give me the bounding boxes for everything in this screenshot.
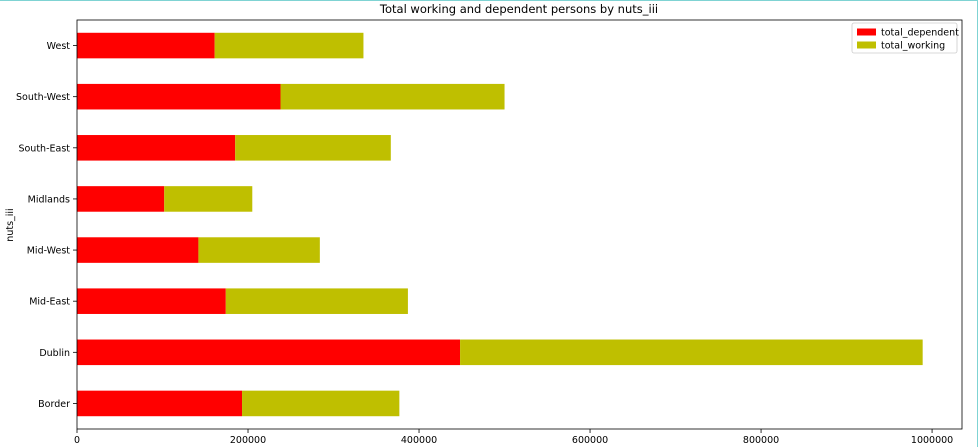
- bar-total-dependent-south-west: [77, 83, 281, 110]
- bar-total-working-south-east: [235, 135, 391, 161]
- y-tick-label: Midlands: [28, 194, 70, 205]
- bar-total-working-mid-west: [198, 237, 320, 263]
- x-tick-label: 200000: [230, 435, 266, 446]
- bar-total-dependent-mid-west: [77, 237, 199, 263]
- x-tick-label: 0: [74, 435, 80, 446]
- y-tick-label: West: [47, 41, 71, 52]
- chart-title: Total working and dependent persons by n…: [379, 2, 658, 16]
- x-tick-label: 800000: [743, 435, 779, 446]
- bar-total-working-midlands: [164, 186, 253, 212]
- y-axis-label: nuts_iii: [5, 208, 16, 241]
- legend-label-total-working: total_working: [881, 41, 945, 52]
- y-tick-label: Mid-East: [29, 297, 70, 308]
- plot-frame: [76, 19, 963, 430]
- bars-layer: [77, 32, 923, 417]
- legend-swatch-total-working: [857, 41, 876, 49]
- x-tick-label: 600000: [572, 435, 608, 446]
- x-tick-label: 1000000: [911, 435, 953, 446]
- bar-total-working-dublin: [460, 339, 923, 366]
- axes-layer: Border Dublin Mid-East Mid-West Midlands Sout…: [16, 19, 963, 446]
- bar-total-dependent-border: [77, 390, 243, 417]
- bar-total-working-south-west: [280, 83, 505, 110]
- y-tick-label: Border: [38, 399, 70, 410]
- bar-total-working-west: [214, 32, 364, 59]
- bar-total-dependent-midlands: [77, 186, 165, 212]
- y-tick-label: Dublin: [39, 348, 70, 359]
- y-tick-label: Mid-West: [27, 246, 71, 257]
- window-top-border: [0, 0, 978, 1]
- y-tick-label: South-East: [18, 143, 70, 154]
- bar-total-working-border: [242, 390, 400, 417]
- legend-swatch-total-dependent: [857, 28, 876, 36]
- y-tick-label: South-West: [16, 92, 70, 103]
- bar-total-dependent-dublin: [77, 339, 461, 366]
- legend: total_dependent total_working: [851, 22, 959, 54]
- bar-total-dependent-west: [77, 32, 215, 59]
- bar-total-working-mid-east: [225, 288, 408, 314]
- legend-box: [851, 22, 958, 54]
- legend-label-total-dependent: total_dependent: [881, 28, 959, 39]
- bar-total-dependent-south-east: [77, 135, 236, 161]
- bar-total-dependent-mid-east: [77, 288, 226, 314]
- x-tick-label: 400000: [401, 435, 437, 446]
